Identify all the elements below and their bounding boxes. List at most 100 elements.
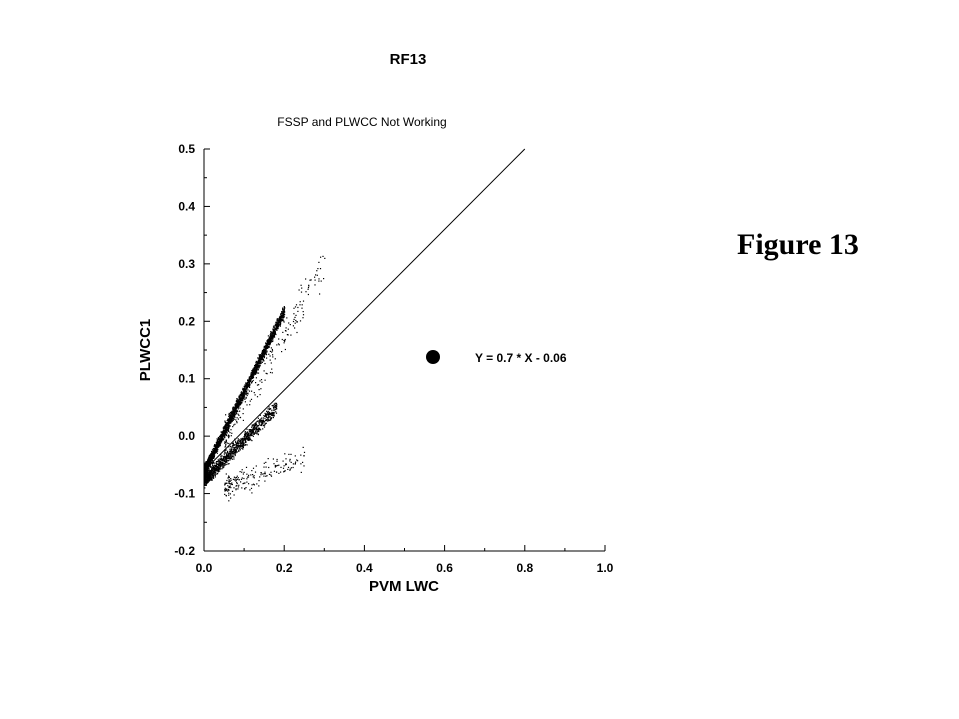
data-point bbox=[233, 456, 235, 458]
data-point bbox=[227, 477, 229, 479]
data-point bbox=[266, 347, 268, 349]
data-point bbox=[302, 317, 304, 319]
data-point bbox=[206, 468, 208, 470]
data-point bbox=[254, 422, 256, 425]
data-point bbox=[285, 458, 287, 460]
data-point bbox=[224, 464, 226, 466]
data-point bbox=[262, 359, 264, 361]
data-point bbox=[225, 427, 227, 429]
data-point bbox=[315, 274, 317, 276]
data-point bbox=[268, 411, 271, 413]
data-point bbox=[239, 400, 241, 403]
data-point bbox=[228, 435, 230, 437]
data-point bbox=[261, 350, 264, 352]
data-point bbox=[259, 357, 261, 359]
data-point bbox=[262, 350, 264, 352]
data-point bbox=[273, 331, 276, 333]
data-point bbox=[258, 427, 260, 429]
y-tick-label: 0.4 bbox=[178, 199, 195, 213]
data-point bbox=[248, 439, 250, 441]
data-point bbox=[242, 400, 244, 402]
data-point bbox=[259, 419, 261, 421]
data-point bbox=[220, 439, 222, 441]
data-point bbox=[252, 369, 254, 371]
data-point bbox=[276, 460, 278, 462]
data-point bbox=[242, 440, 244, 442]
data-point bbox=[241, 399, 243, 401]
x-tick-label: 1.0 bbox=[597, 561, 614, 575]
data-point bbox=[262, 421, 265, 423]
data-point bbox=[223, 426, 225, 428]
y-tick-label: 0.3 bbox=[178, 257, 195, 271]
data-point bbox=[264, 473, 266, 475]
data-point bbox=[255, 365, 257, 367]
data-point bbox=[262, 425, 264, 427]
data-point bbox=[256, 384, 259, 386]
y-tick-label: -0.1 bbox=[174, 487, 195, 501]
data-point bbox=[254, 432, 256, 434]
data-point bbox=[260, 418, 262, 420]
data-point bbox=[204, 475, 206, 477]
data-point bbox=[274, 466, 276, 468]
data-point bbox=[281, 311, 283, 313]
data-point bbox=[252, 377, 254, 379]
data-point bbox=[262, 419, 264, 421]
data-point bbox=[255, 368, 257, 370]
data-point bbox=[207, 459, 210, 461]
data-point bbox=[221, 465, 223, 467]
data-point bbox=[254, 426, 256, 428]
data-point bbox=[283, 321, 285, 323]
data-point bbox=[267, 344, 269, 346]
data-point bbox=[295, 314, 297, 316]
data-point bbox=[294, 455, 296, 457]
data-point bbox=[226, 420, 228, 422]
data-point bbox=[219, 461, 221, 463]
data-point bbox=[233, 415, 235, 417]
data-point bbox=[239, 394, 241, 396]
data-point bbox=[290, 467, 292, 469]
data-point bbox=[213, 474, 215, 476]
data-point bbox=[242, 473, 244, 475]
data-point bbox=[257, 372, 260, 374]
data-point bbox=[224, 455, 226, 457]
data-point bbox=[209, 456, 211, 458]
data-point bbox=[272, 335, 274, 337]
data-point bbox=[227, 463, 229, 465]
data-point bbox=[318, 278, 320, 280]
data-point bbox=[285, 327, 287, 329]
data-point bbox=[275, 324, 277, 326]
data-point bbox=[206, 470, 208, 472]
data-point bbox=[295, 304, 298, 306]
data-point bbox=[230, 451, 232, 453]
data-point bbox=[280, 466, 282, 468]
data-point bbox=[270, 347, 272, 349]
data-point bbox=[219, 443, 221, 445]
data-point bbox=[244, 439, 246, 441]
data-point bbox=[204, 473, 206, 475]
data-point bbox=[237, 438, 239, 440]
data-point bbox=[271, 417, 273, 419]
x-tick-label: 0.6 bbox=[436, 561, 453, 575]
data-point bbox=[260, 472, 262, 474]
data-point bbox=[231, 421, 233, 423]
data-point bbox=[225, 434, 227, 437]
data-point bbox=[236, 442, 239, 444]
data-point bbox=[237, 442, 239, 444]
data-point bbox=[266, 340, 268, 342]
y-tick-label: 0.5 bbox=[178, 142, 195, 156]
data-point bbox=[234, 477, 236, 479]
data-point bbox=[216, 439, 219, 441]
data-point bbox=[207, 460, 209, 462]
data-point bbox=[204, 475, 206, 477]
data-point bbox=[271, 335, 274, 337]
data-point bbox=[235, 489, 237, 491]
chart-subtitle: FSSP and PLWCC Not Working bbox=[277, 115, 446, 129]
data-point bbox=[233, 451, 235, 454]
data-point bbox=[227, 459, 229, 461]
data-point bbox=[214, 470, 216, 473]
data-point bbox=[266, 350, 268, 352]
data-point bbox=[253, 432, 255, 434]
data-point bbox=[257, 429, 259, 431]
data-point bbox=[278, 472, 280, 474]
data-point bbox=[212, 454, 214, 456]
